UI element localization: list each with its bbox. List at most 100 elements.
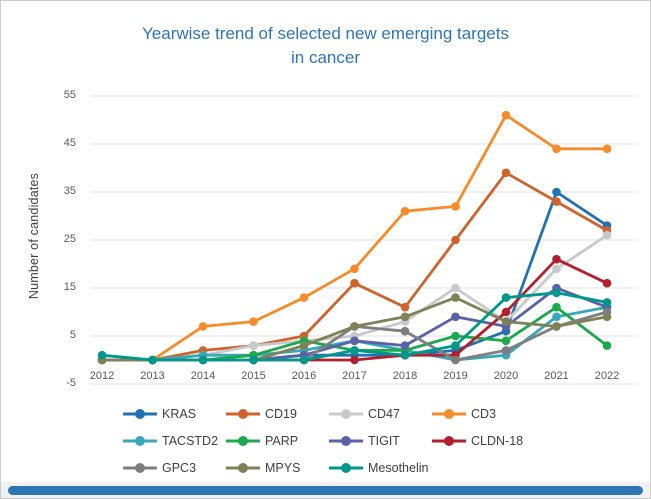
data-point-GPC3 [451, 355, 460, 365]
data-point-CD3 [198, 322, 208, 331]
legend-item-tacstd2: TACSTD2 [123, 431, 226, 451]
legend-label: CD19 [265, 407, 297, 421]
data-point-TIGIT [451, 312, 460, 322]
y-axis-tick-label: 25 [63, 233, 76, 245]
x-axis-tick-label: 2014 [190, 370, 216, 382]
legend-marker-icon [123, 409, 157, 419]
legend-item-kras: KRAS [123, 404, 226, 424]
x-axis-tick-label: 2012 [89, 370, 115, 382]
legend-label: KRAS [162, 407, 197, 421]
data-point-CD3 [299, 293, 309, 302]
legend-item-mpys: MPYS [226, 458, 329, 478]
data-point-TIGIT [400, 341, 410, 350]
data-point-CLDN-18 [602, 278, 612, 288]
legend-label: MPYS [265, 461, 301, 475]
data-point-MPYS [400, 312, 410, 322]
data-point-CD3 [501, 110, 511, 120]
legend-marker-icon [226, 436, 260, 446]
data-point-CD19 [350, 278, 359, 288]
data-point-CD3 [602, 144, 612, 154]
data-point-CD19 [400, 302, 410, 312]
legend-item-mesothelin: Mesothelin [329, 458, 432, 478]
data-point-MPYS [602, 312, 612, 322]
data-point-MPYS [350, 322, 359, 331]
x-axis-tick-label: 2017 [342, 370, 367, 382]
x-axis-tick-label: 2015 [241, 370, 266, 382]
legend-marker-icon [432, 409, 466, 419]
data-point-CD3 [350, 264, 359, 274]
y-axis-tick-label: 15 [63, 281, 76, 293]
y-axis-tick-label: 45 [63, 137, 76, 149]
data-point-GPC3 [501, 346, 511, 355]
chart-title: Yearwise trend of selected new emerging … [1, 22, 650, 70]
data-point-CD47 [249, 341, 258, 350]
data-point-PARP [602, 341, 612, 350]
data-point-CD19 [501, 168, 511, 178]
data-point-Mesothelin [451, 341, 460, 350]
legend-item-parp: PARP [226, 431, 329, 451]
y-axis-tick-label: -5 [66, 377, 76, 389]
x-axis-tick-label: 2019 [443, 370, 468, 382]
chart-legend: KRAS CD19 CD47 CD3 TACSTD2 PARP TIGIT CLDN-18 GP… [123, 404, 535, 478]
legend-marker-icon [329, 436, 363, 446]
data-point-TIGIT [350, 336, 359, 346]
legend-item-gpc3: GPC3 [123, 458, 226, 478]
legend-marker-icon [432, 436, 466, 446]
data-point-CD3 [400, 206, 410, 216]
data-point-Mesothelin [350, 346, 359, 355]
data-point-CD3 [249, 317, 258, 326]
data-point-CD19 [552, 197, 561, 206]
bottom-accent-bar [8, 486, 643, 495]
x-axis-tick-label: 2022 [594, 370, 620, 382]
legend-marker-icon [123, 436, 157, 446]
data-point-CD3 [451, 202, 460, 211]
chart-title-line2: in cancer [291, 48, 360, 67]
legend-label: CLDN-18 [471, 434, 524, 448]
legend-label: CD47 [368, 407, 400, 421]
legend-label: TACSTD2 [162, 434, 219, 448]
data-point-CD3 [552, 144, 561, 154]
x-axis-tick-label: 2021 [544, 370, 569, 382]
x-axis-tick-label: 2013 [140, 370, 165, 382]
y-axis-tick-label: 55 [63, 89, 76, 101]
data-point-Mesothelin [148, 355, 157, 365]
data-point-PARP [552, 302, 561, 312]
data-point-Mesothelin [198, 355, 208, 365]
data-point-PARP [451, 331, 460, 341]
y-axis-tick-label: 35 [63, 185, 76, 197]
x-axis-tick-label: 2018 [392, 370, 418, 382]
legend-marker-icon [329, 409, 363, 419]
legend-label: CD3 [471, 407, 497, 421]
data-point-MPYS [552, 322, 561, 331]
x-axis-tick-label: 2020 [493, 370, 519, 382]
data-point-MPYS [299, 341, 309, 350]
legend-item-tigit: TIGIT [329, 431, 432, 451]
data-point-TACSTD2 [552, 312, 561, 322]
data-point-CLDN-18 [501, 307, 511, 317]
legend-item-cd19: CD19 [226, 404, 329, 424]
legend-marker-icon [226, 463, 260, 473]
y-axis-tick-label: 5 [69, 329, 76, 341]
chart-title-line1: Yearwise trend of selected new emerging … [142, 24, 509, 43]
legend-item-cldn-18: CLDN-18 [432, 431, 535, 451]
data-point-MPYS [451, 293, 460, 302]
data-point-CLDN-18 [350, 355, 359, 365]
data-point-Mesothelin [97, 350, 107, 360]
legend-item-cd3: CD3 [432, 404, 535, 424]
data-point-Mesothelin [501, 293, 511, 302]
data-point-CD47 [552, 264, 561, 274]
data-point-GPC3 [400, 326, 410, 336]
legend-label: PARP [265, 434, 299, 448]
legend-marker-icon [123, 463, 157, 473]
data-point-Mesothelin [400, 350, 410, 360]
legend-marker-icon [329, 463, 363, 473]
data-point-CD47 [451, 283, 460, 293]
data-point-KRAS [552, 187, 561, 197]
legend-label: Mesothelin [368, 461, 429, 475]
data-point-Mesothelin [602, 298, 612, 307]
legend-item-cd47: CD47 [329, 404, 432, 424]
data-point-Mesothelin [249, 355, 258, 365]
legend-label: GPC3 [162, 461, 197, 475]
